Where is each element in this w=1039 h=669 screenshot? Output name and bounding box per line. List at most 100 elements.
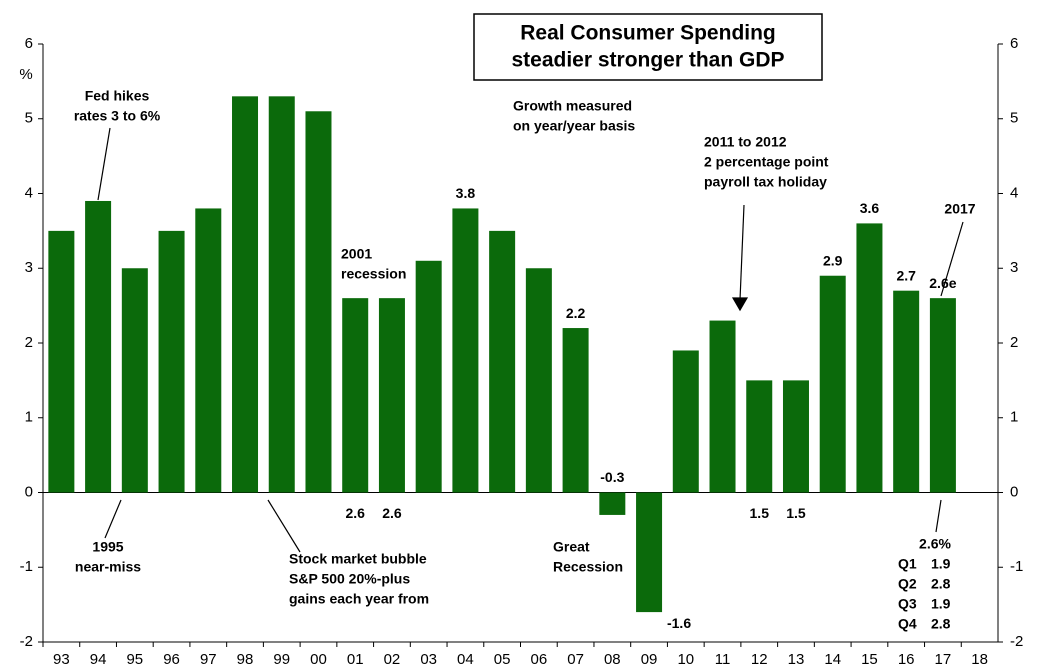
arrow-head [731, 297, 749, 312]
y-tick-label: 2 [25, 334, 33, 351]
y2-tick-label: 3 [1010, 259, 1018, 276]
bar [305, 111, 332, 493]
bar [709, 320, 736, 493]
bar [929, 298, 956, 493]
data-label: 3.6 [860, 200, 880, 216]
title-box [473, 13, 823, 81]
bar [893, 290, 920, 493]
annotation: S&P 500 20%-plus [289, 571, 410, 587]
annotation: 2011 to 2012 [704, 134, 787, 150]
bar [672, 350, 699, 493]
annotation: 2 percentage point [704, 154, 829, 170]
x-tick-label: 95 [126, 651, 143, 668]
x-tick-label: 15 [861, 651, 878, 668]
data-label: -0.3 [600, 469, 624, 485]
arrow [935, 499, 942, 533]
bar [121, 268, 148, 493]
data-label: 1.5 [750, 505, 770, 521]
annotation: gains each year from [289, 591, 429, 607]
y-tick-label: 0 [25, 483, 33, 500]
bar [195, 208, 222, 493]
bar [452, 208, 479, 493]
y2-tick-label: 4 [1010, 184, 1018, 201]
chart-title: Real Consumer Spending [520, 22, 776, 45]
bar [562, 328, 589, 493]
x-tick-label: 03 [420, 651, 437, 668]
annotation: 1995 [92, 539, 123, 555]
x-tick-label: 06 [531, 651, 548, 668]
bar [599, 492, 626, 515]
quarter-name: Q1 [898, 556, 917, 572]
chart-subtitle: steadier stronger than GDP [511, 49, 784, 72]
data-label: 2.6e [929, 275, 956, 291]
arrow [97, 127, 111, 201]
data-label: 2.6 [382, 505, 402, 521]
annotation: 2.6% [919, 536, 951, 552]
x-tick-label: 93 [53, 651, 70, 668]
x-tick-label: 14 [824, 651, 841, 668]
bar [856, 223, 883, 493]
annotation: Fed hikes [85, 88, 150, 104]
x-tick-label: 97 [200, 651, 217, 668]
y-tick-label: -2 [20, 633, 33, 650]
x-tick-label: 16 [898, 651, 915, 668]
y-tick-label: 3 [25, 259, 33, 276]
data-label: 2.2 [566, 305, 586, 321]
bar [636, 492, 663, 613]
bar [489, 230, 516, 493]
quarter-name: Q3 [898, 596, 917, 612]
bar [782, 380, 809, 493]
y-tick-label: 1 [25, 409, 33, 426]
x-tick-label: 10 [677, 651, 694, 668]
y-tick-label: 4 [25, 184, 33, 201]
x-tick-label: 02 [384, 651, 401, 668]
bar [819, 275, 846, 493]
y2-tick-label: 0 [1010, 483, 1018, 500]
data-label: 3.8 [456, 185, 476, 201]
x-tick-label: 09 [641, 651, 658, 668]
y2-tick-label: 6 [1010, 35, 1018, 52]
annotation: on year/year basis [513, 118, 635, 134]
annotation: Growth measured [513, 98, 632, 114]
bar [268, 96, 295, 493]
quarter-name: Q2 [898, 576, 917, 592]
x-tick-label: 05 [494, 651, 511, 668]
y2-tick-label: -1 [1010, 558, 1023, 575]
bar [415, 260, 442, 493]
x-tick-label: 18 [971, 651, 988, 668]
x-tick-label: 01 [347, 651, 364, 668]
bar [378, 298, 405, 493]
x-tick-label: 11 [715, 651, 731, 668]
arrows [97, 127, 964, 553]
data-label: 2.7 [896, 267, 916, 283]
bar [232, 96, 259, 493]
bar [48, 230, 75, 493]
quarter-value: 2.8 [931, 616, 951, 632]
x-tick-label: 17 [935, 651, 952, 668]
data-label: 1.5 [786, 505, 806, 521]
bar [525, 268, 552, 493]
bar [85, 200, 112, 493]
quarter-value: 1.9 [931, 556, 951, 572]
x-tick-label: 96 [163, 651, 180, 668]
y-axis-label: % [19, 66, 32, 83]
arrow [104, 499, 122, 539]
bar [158, 230, 185, 493]
annotation: near-miss [75, 559, 141, 575]
quarter-value: 1.9 [931, 596, 951, 612]
arrow [739, 204, 745, 301]
y2-tick-label: 5 [1010, 110, 1018, 127]
x-tick-label: 08 [604, 651, 621, 668]
x-tick-label: 07 [567, 651, 584, 668]
annotation: 2017 [944, 201, 975, 217]
y-tick-label: 6 [25, 35, 33, 52]
y-tick-label: 5 [25, 110, 33, 127]
data-label: 2.9 [823, 252, 843, 268]
annotation: Recession [553, 559, 623, 575]
x-tick-label: 99 [273, 651, 290, 668]
x-tick-label: 13 [788, 651, 805, 668]
annotation: payroll tax holiday [704, 174, 827, 190]
data-label: 2.6 [345, 505, 365, 521]
x-tick-label: 04 [457, 651, 474, 668]
